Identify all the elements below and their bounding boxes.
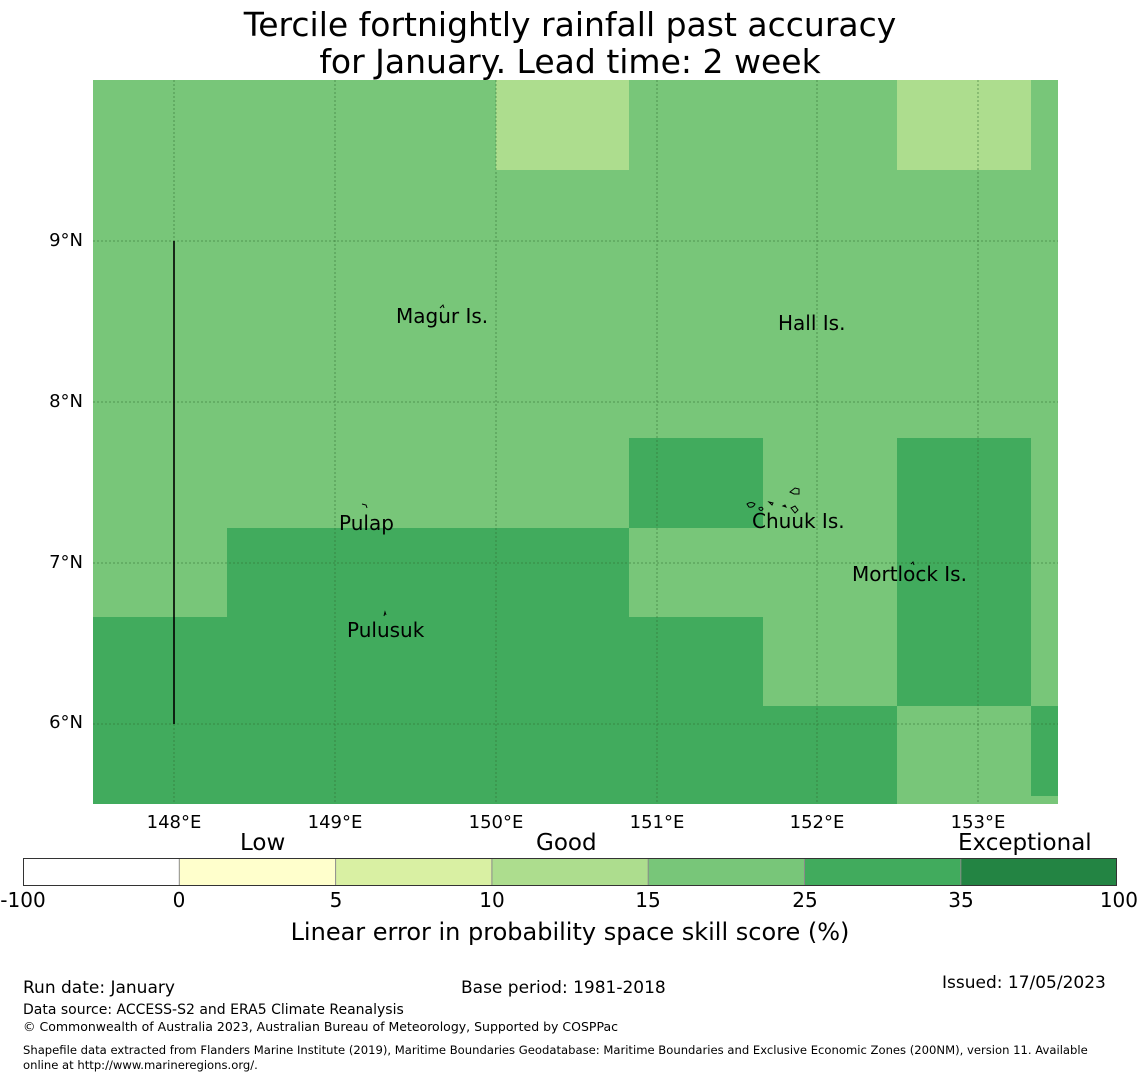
island-outlines [361, 304, 915, 617]
place-label-mortlock: Mortlock Is. [852, 562, 967, 586]
lat-label-8n: 8°N [49, 391, 83, 412]
grid-cell-southwest [93, 617, 227, 804]
map-svg [93, 80, 1058, 804]
lon-label-150e: 150°E [468, 812, 524, 833]
lat-label-6n: 6°N [49, 712, 83, 733]
grid-cell-far-southeast [897, 706, 1031, 804]
pulusuk-island-outline [383, 610, 387, 617]
lat-label-9n: 9°N [49, 230, 83, 251]
colorbar-tick-label: -100 [0, 888, 46, 912]
grid-cell-mortlock [897, 438, 1031, 706]
lon-label-149e: 149°E [307, 812, 363, 833]
lon-label-152e: 152°E [789, 812, 845, 833]
shapefile-credit-line-1: Shapefile data extracted from Flanders M… [23, 1043, 1088, 1057]
map-title: Tercile fortnightly rainfall past accura… [0, 6, 1140, 80]
base-period: Base period: 1981-2018 [461, 978, 666, 998]
colorbar-segment-6 [960, 858, 1117, 886]
colorbar-segment-4 [648, 858, 805, 886]
lon-label-153e: 153°E [950, 812, 1006, 833]
colorbar-segment-3 [491, 858, 649, 886]
run-date: Run date: January [23, 978, 175, 998]
colorbar-tick-label: 100 [1099, 888, 1138, 912]
place-label-magur: Magur Is. [396, 304, 489, 328]
colorbar-tick-label: 5 [329, 888, 343, 912]
grid-cell-chuuk [629, 438, 763, 528]
grid-cell-top-right [897, 80, 1031, 170]
shapefile-credit-line-2: online at http://www.marineregions.org/. [23, 1058, 258, 1072]
place-label-chuuk: Chuuk Is. [752, 509, 845, 533]
issued-date: Issued: 17/05/2023 [942, 973, 1106, 993]
place-label-pulap: Pulap [339, 511, 394, 535]
data-source: Data source: ACCESS-S2 and ERA5 Climate … [23, 1002, 404, 1018]
colorbar-title: Linear error in probability space skill … [290, 918, 850, 946]
grid-cell-top-center [496, 80, 629, 170]
category-label-exceptional: Exceptional [958, 830, 1092, 856]
grid-cell-south-center [629, 617, 763, 804]
colorbar-tick-label: 35 [948, 888, 974, 912]
skill-grid [93, 80, 1058, 804]
colorbar-dividers [178, 858, 962, 886]
colorbar-frame [23, 858, 1117, 886]
lon-label-148e: 148°E [146, 812, 202, 833]
grid-cell-edge-southeast [1031, 706, 1058, 796]
colorbar-tick-label: 10 [479, 888, 505, 912]
lon-label-151e: 151°E [629, 812, 685, 833]
grid-cell-south-east [763, 706, 897, 804]
pulap-island-outline [361, 503, 368, 509]
lat-label-7n: 7°N [49, 552, 83, 573]
copyright: © Commonwealth of Australia 2023, Austra… [23, 1019, 618, 1034]
colorbar-tick-label: 0 [172, 888, 186, 912]
category-label-good: Good [536, 830, 597, 856]
colorbar-tick-label: 25 [792, 888, 818, 912]
graticule [93, 80, 1058, 804]
title-line-2: for January. Lead time: 2 week [319, 42, 821, 81]
magur-island-outline [439, 304, 445, 309]
place-label-pulusuk: Pulusuk [347, 618, 425, 642]
place-label-hall: Hall Is. [778, 311, 846, 335]
colorbar [23, 858, 1117, 886]
colorbar-segment-5 [804, 858, 961, 886]
colorbar-segment-2 [335, 858, 492, 886]
grid-cell-south-band [227, 528, 629, 804]
colorbar-segment-0 [23, 858, 180, 886]
skill-score-map [93, 80, 1058, 804]
title-line-1: Tercile fortnightly rainfall past accura… [243, 5, 897, 44]
colorbar-tick-label: 15 [635, 888, 661, 912]
chuuk-reef-outline [746, 487, 800, 514]
category-label-low: Low [240, 830, 286, 856]
mortlock-island-outline [910, 561, 915, 566]
colorbar-segment-1 [179, 858, 336, 886]
